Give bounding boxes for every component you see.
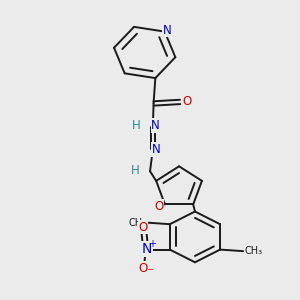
Text: H: H xyxy=(131,119,140,132)
Text: N: N xyxy=(141,242,152,256)
Text: H: H xyxy=(131,164,140,177)
Text: ⁻: ⁻ xyxy=(146,266,153,280)
Text: O: O xyxy=(154,200,163,213)
Text: O: O xyxy=(138,220,148,233)
Text: CH₃: CH₃ xyxy=(244,246,262,256)
Text: O: O xyxy=(138,262,148,275)
Text: CH₃: CH₃ xyxy=(128,218,146,228)
Text: O: O xyxy=(183,95,192,108)
Text: N: N xyxy=(163,24,172,37)
Text: +: + xyxy=(148,239,156,249)
Text: N: N xyxy=(151,119,160,132)
Text: N: N xyxy=(152,143,161,156)
